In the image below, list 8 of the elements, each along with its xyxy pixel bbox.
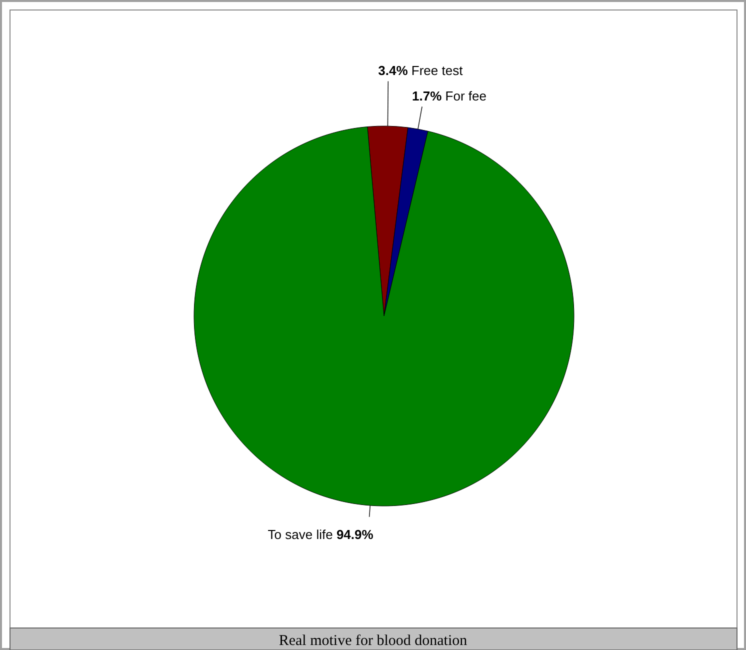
slice-label: To save life: [268, 526, 336, 542]
data-label: 3.4%: [378, 63, 408, 78]
data-label: 1.7%: [412, 88, 442, 104]
pie-slice: [194, 126, 574, 506]
data-label: 94.9%: [336, 526, 374, 542]
slice-label: For fee: [442, 88, 486, 104]
slice-label: Free test: [408, 63, 464, 78]
text: Real motive for blood donation: [278, 633, 468, 649]
